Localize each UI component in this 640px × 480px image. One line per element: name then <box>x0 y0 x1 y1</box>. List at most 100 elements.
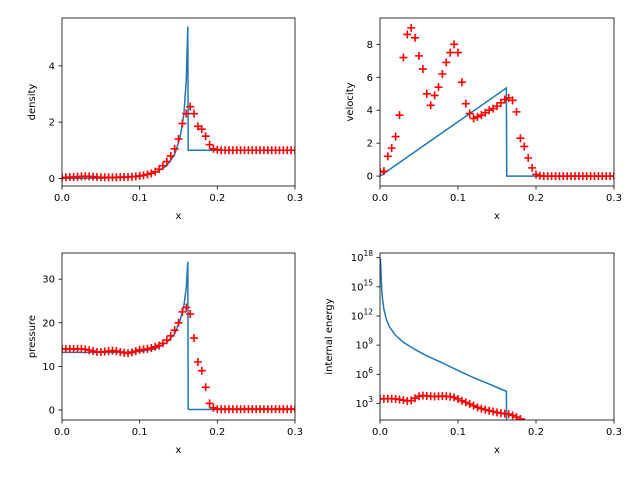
data-point <box>380 167 388 176</box>
x-tick-label: 0.0 <box>372 193 388 204</box>
x-axis-label: x <box>176 211 182 222</box>
data-point <box>170 144 179 153</box>
data-point <box>461 398 470 407</box>
data-point <box>112 347 121 356</box>
data-point <box>523 418 526 420</box>
data-point <box>291 405 295 414</box>
data-point <box>446 48 455 57</box>
data-point <box>528 163 537 172</box>
y-tick-label: 4 <box>367 106 373 117</box>
data-point <box>205 399 214 408</box>
data-point <box>469 114 478 123</box>
data-point <box>415 51 423 60</box>
data-point <box>450 393 459 402</box>
data-point <box>166 151 175 160</box>
data-point <box>516 134 525 143</box>
y-tick-label: 1012 <box>351 307 374 322</box>
data-point <box>469 401 478 410</box>
data-point <box>178 119 187 128</box>
data-point <box>190 334 199 343</box>
x-axis-label: x <box>176 445 182 456</box>
data-point <box>457 78 466 87</box>
data-point <box>190 109 199 118</box>
data-point <box>174 135 183 144</box>
data-point <box>473 112 482 121</box>
subplot-velocity: 0.0 0.1 0.2 0.3 0 2 4 6 8 x velocity <box>345 17 622 222</box>
axes-frame <box>379 17 615 187</box>
data-point <box>500 95 509 104</box>
data-point <box>151 342 160 351</box>
data-point <box>481 405 490 414</box>
data-point <box>131 347 140 356</box>
plot-area <box>62 261 295 414</box>
data-point <box>465 109 474 118</box>
data-point <box>197 125 206 134</box>
subplot-internal-energy: 0.0 0.1 0.2 0.3 103 106 109 1012 1015 1018 x intern… <box>324 249 622 456</box>
axes-frame <box>61 17 296 187</box>
x-tick-label: 0.0 <box>54 427 70 438</box>
y-tick-label: 2 <box>49 118 55 129</box>
x-tick-label: 0.1 <box>450 427 466 438</box>
data-point <box>143 170 152 179</box>
x-tick-label: 0.2 <box>209 427 225 438</box>
y-tick-label: 0 <box>49 174 55 185</box>
data-point <box>186 310 195 319</box>
data-point <box>205 140 214 149</box>
data-point <box>209 144 218 153</box>
y-axis-label: internal energy <box>324 298 335 374</box>
data-point <box>380 168 384 176</box>
data-point <box>399 396 408 405</box>
y-tick-label: 2 <box>367 139 373 150</box>
data-point <box>610 172 614 181</box>
series-line <box>380 258 508 420</box>
data-point <box>387 144 396 153</box>
y-tick-label: 0 <box>49 405 55 416</box>
plot-area <box>380 23 614 181</box>
data-point <box>477 404 486 413</box>
data-point <box>147 344 156 353</box>
data-point <box>508 96 517 105</box>
x-tick-label: 0.2 <box>209 193 225 204</box>
data-point <box>174 318 183 327</box>
y-tick-label: 6 <box>367 73 373 84</box>
data-point <box>291 146 295 155</box>
y-tick-label: 4 <box>49 61 55 72</box>
data-point <box>485 106 494 115</box>
data-point <box>399 53 408 62</box>
axes-frame <box>61 252 296 421</box>
data-point <box>438 70 447 78</box>
data-point <box>454 48 462 57</box>
data-point <box>434 83 443 92</box>
axes-frame <box>379 252 615 421</box>
data-point <box>147 169 156 178</box>
y-axis-label: density <box>27 84 38 121</box>
data-point <box>422 89 431 98</box>
subplot-density: 0.0 0.1 0.2 0.3 0 2 4 x density <box>27 17 303 222</box>
series-line <box>62 261 295 411</box>
x-tick-label: 0.0 <box>372 427 388 438</box>
x-tick-label: 0.1 <box>132 193 148 204</box>
series-line <box>62 26 295 180</box>
data-point <box>81 345 90 354</box>
y-tick-label: 30 <box>42 275 55 286</box>
data-point <box>489 407 498 416</box>
x-tick-label: 0.3 <box>287 427 303 438</box>
data-point <box>457 396 466 405</box>
y-tick-label: 8 <box>367 40 373 51</box>
data-point <box>89 347 98 356</box>
x-tick-label: 0.2 <box>528 427 544 438</box>
plot-area <box>380 258 526 420</box>
data-point <box>209 403 218 412</box>
x-tick-label: 0.1 <box>450 193 466 204</box>
data-point <box>143 344 152 353</box>
series-line <box>380 86 614 177</box>
data-point <box>418 65 427 74</box>
data-point <box>383 152 392 161</box>
data-point <box>186 102 195 111</box>
data-point <box>430 91 439 100</box>
x-tick-label: 0.0 <box>54 193 70 204</box>
data-point <box>520 142 529 151</box>
y-axis-label: velocity <box>345 82 356 121</box>
x-axis-label: x <box>494 211 500 222</box>
data-point <box>454 394 462 403</box>
